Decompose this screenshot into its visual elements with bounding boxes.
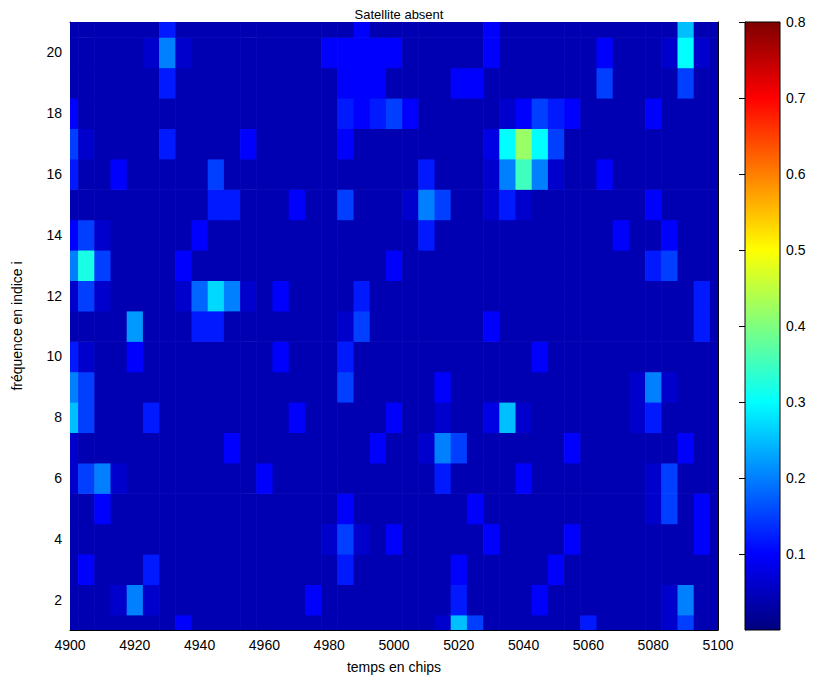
svg-text:5080: 5080	[638, 637, 669, 653]
svg-text:4940: 4940	[184, 637, 215, 653]
svg-text:0.2: 0.2	[786, 470, 806, 486]
svg-text:4900: 4900	[54, 637, 85, 653]
svg-text:0.5: 0.5	[786, 242, 806, 258]
svg-text:18: 18	[46, 105, 62, 121]
svg-text:fréquence en indice i: fréquence en indice i	[9, 261, 25, 390]
svg-text:12: 12	[46, 288, 62, 304]
svg-text:0.8: 0.8	[786, 14, 806, 30]
svg-text:Satellite absent: Satellite absent	[355, 7, 444, 22]
svg-text:16: 16	[46, 166, 62, 182]
svg-text:5040: 5040	[508, 637, 539, 653]
svg-text:8: 8	[54, 409, 62, 425]
svg-text:2: 2	[54, 592, 62, 608]
svg-text:14: 14	[46, 227, 62, 243]
svg-text:0.7: 0.7	[786, 90, 806, 106]
svg-text:temps en chips: temps en chips	[347, 659, 441, 675]
svg-text:0.4: 0.4	[786, 318, 806, 334]
svg-text:4920: 4920	[119, 637, 150, 653]
svg-text:5100: 5100	[702, 637, 733, 653]
svg-text:5020: 5020	[443, 637, 474, 653]
svg-text:0.3: 0.3	[786, 394, 806, 410]
svg-text:4960: 4960	[249, 637, 280, 653]
svg-text:5060: 5060	[573, 637, 604, 653]
svg-text:5000: 5000	[378, 637, 409, 653]
svg-text:6: 6	[54, 470, 62, 486]
svg-text:4980: 4980	[314, 637, 345, 653]
svg-text:20: 20	[46, 44, 62, 60]
svg-text:4: 4	[54, 531, 62, 547]
svg-text:0.1: 0.1	[786, 546, 806, 562]
svg-text:0.6: 0.6	[786, 166, 806, 182]
svg-text:10: 10	[46, 348, 62, 364]
